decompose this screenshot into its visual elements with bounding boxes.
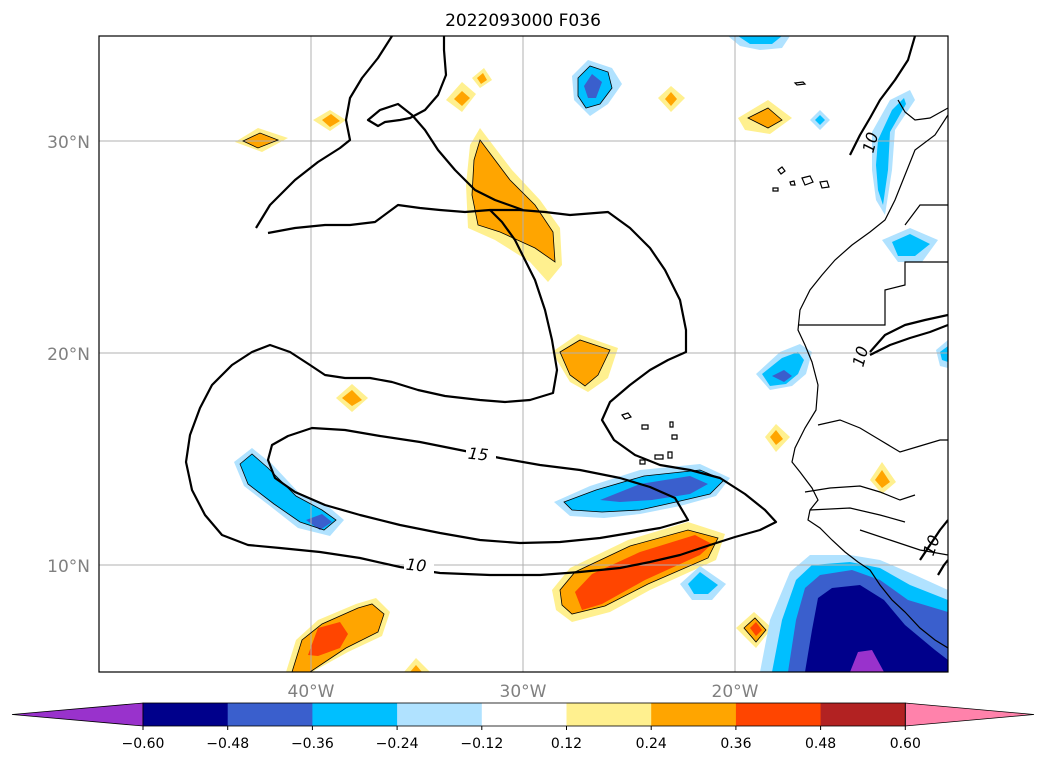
positive-anomaly-shading — [235, 68, 896, 672]
shading-outlines — [239, 65, 783, 672]
map-title: 2022093000 F036 — [445, 11, 601, 31]
colorbar-tick-label: −0.12 — [460, 736, 503, 752]
colorbar-tick-label: −0.48 — [206, 736, 249, 752]
colorbar-tick-label: 0.48 — [805, 736, 836, 752]
lon-label-30w: 30°W — [500, 682, 547, 702]
lon-label-40w: 40°W — [288, 682, 335, 702]
colorbar-tick-label: 0.60 — [890, 736, 921, 752]
colorbar-tick-label: 0.24 — [636, 736, 667, 752]
colorbar-segment — [566, 703, 652, 726]
colorbar-tick-label: 0.36 — [720, 736, 751, 752]
map-panel: 15 10 10 10 10 — [99, 36, 948, 672]
contour-label-10-bottom: 10 — [405, 555, 427, 576]
longitude-labels: 40°W 30°W 20°W — [288, 682, 759, 702]
gridlines — [99, 36, 948, 672]
lat-label-10n: 10°N — [47, 557, 90, 577]
contour-label-10-top-right: 10 — [859, 130, 883, 155]
lat-label-20n: 20°N — [47, 345, 90, 365]
colorbar-segment — [227, 703, 313, 726]
contour-lines — [184, 36, 948, 577]
colorbar-segment — [481, 703, 567, 726]
contour-label-10-mid-right: 10 — [849, 344, 873, 369]
lon-label-20w: 20°W — [712, 682, 759, 702]
latitude-labels: 30°N 20°N 10°N — [47, 133, 90, 577]
colorbar-outline — [142, 702, 906, 727]
colorbar-segment — [735, 703, 822, 726]
contour-label-15: 15 — [467, 444, 489, 465]
colorbar-segment — [397, 703, 483, 726]
colorbar-tick-label: 0.12 — [551, 736, 582, 752]
map-border — [98, 35, 949, 673]
colorbar: −0.60 −0.48 −0.36 −0.24 −0.12 0.12 0.24 0.36 0.4… — [11, 702, 1035, 752]
colorbar-extend-low — [11, 702, 144, 727]
colorbar-tick-label: −0.36 — [291, 736, 334, 752]
colorbar-tick-label: −0.24 — [376, 736, 419, 752]
lat-label-30n: 30°N — [47, 133, 90, 153]
colorbar-segment — [312, 703, 398, 726]
coastlines — [621, 81, 948, 649]
negative-anomaly-shading — [234, 36, 948, 672]
colorbar-segment — [651, 703, 737, 726]
colorbar-tick-label: −0.60 — [122, 736, 165, 752]
colorbar-extend-high — [904, 702, 1035, 727]
colorbar-segment — [143, 703, 229, 726]
colorbar-segment — [820, 703, 906, 726]
